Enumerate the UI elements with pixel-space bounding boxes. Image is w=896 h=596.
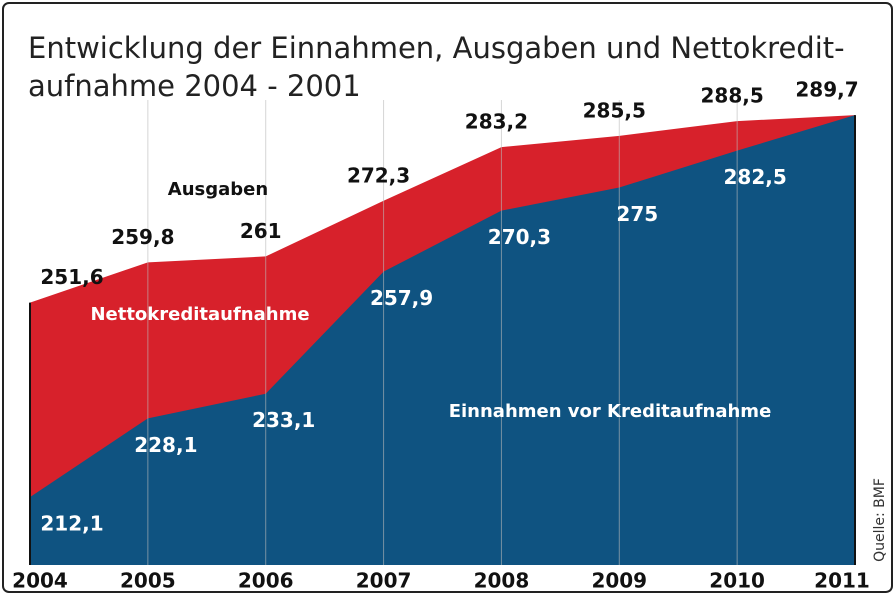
value-label: 251,6 <box>40 265 103 289</box>
value-label: 233,1 <box>252 408 315 432</box>
x-tick-label: 2005 <box>120 569 176 593</box>
value-label: 261 <box>240 219 282 243</box>
x-tick-label: 2010 <box>709 569 765 593</box>
series-label: Ausgaben <box>168 179 268 200</box>
value-label: 289,7 <box>795 78 858 102</box>
chart-title: aufnahme 2004 - 2001 <box>28 69 361 103</box>
value-label: 288,5 <box>701 84 764 108</box>
value-label: 275 <box>616 202 658 226</box>
source: Quelle: BMF <box>872 478 888 562</box>
value-label: 259,8 <box>111 225 174 249</box>
value-label: 212,1 <box>40 512 103 536</box>
x-tick-label: 2004 <box>12 569 68 593</box>
chart-title: Entwicklung der Einnahmen, Ausgaben und … <box>28 31 845 65</box>
x-tick-label: 2009 <box>591 569 647 593</box>
x-tick-label: 2007 <box>356 569 412 593</box>
value-label: 270,3 <box>488 225 551 249</box>
value-label: 272,3 <box>347 163 410 187</box>
series-label: Einnahmen vor Kreditaufnahme <box>449 401 772 422</box>
area <box>30 115 855 566</box>
x-tick-label: 2008 <box>474 569 530 593</box>
annotation: Nettokreditaufnahme <box>90 304 309 325</box>
value-label: 228,1 <box>134 433 197 457</box>
x-tick-label: 2006 <box>238 569 294 593</box>
value-label: 282,5 <box>724 165 787 189</box>
value-label: 283,2 <box>465 110 528 134</box>
x-tick-label: 2011 <box>814 569 870 593</box>
value-label: 285,5 <box>583 98 646 122</box>
value-label: 257,9 <box>370 286 433 310</box>
